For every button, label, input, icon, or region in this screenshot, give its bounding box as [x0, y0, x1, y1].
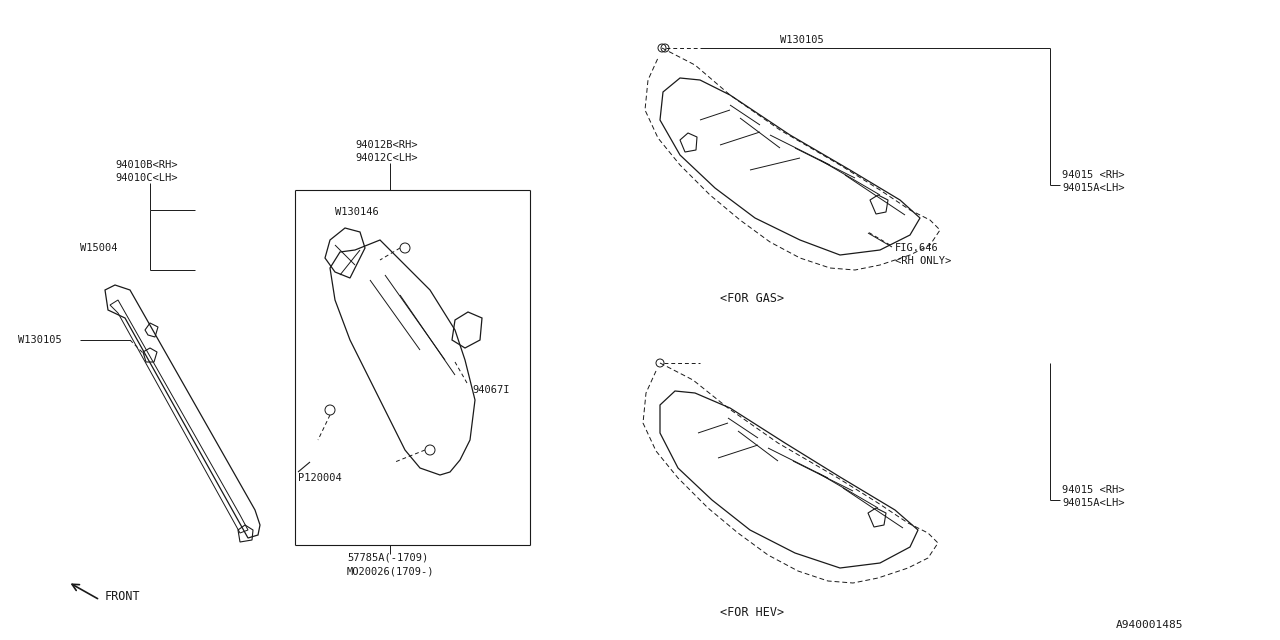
- Text: 57785A(-1709): 57785A(-1709): [347, 553, 429, 563]
- Text: 94067I: 94067I: [472, 385, 509, 395]
- Text: 94015 <RH>: 94015 <RH>: [1062, 170, 1125, 180]
- Text: 94010C<LH>: 94010C<LH>: [115, 173, 178, 183]
- Text: P120004: P120004: [298, 473, 342, 483]
- Text: W15004: W15004: [79, 243, 118, 253]
- Text: 94015A<LH>: 94015A<LH>: [1062, 498, 1125, 508]
- Text: <RH ONLY>: <RH ONLY>: [895, 256, 951, 266]
- Text: <FOR GAS>: <FOR GAS>: [719, 291, 785, 305]
- Text: 94010B<RH>: 94010B<RH>: [115, 160, 178, 170]
- Text: MO20026(1709-): MO20026(1709-): [347, 566, 434, 576]
- Text: W130105: W130105: [18, 335, 61, 345]
- Text: FIG.646: FIG.646: [895, 243, 938, 253]
- Text: A940001485: A940001485: [1116, 620, 1184, 630]
- Text: FRONT: FRONT: [105, 589, 141, 602]
- Text: 94012B<RH>: 94012B<RH>: [355, 140, 417, 150]
- Text: W130105: W130105: [780, 35, 824, 45]
- Text: 94015 <RH>: 94015 <RH>: [1062, 485, 1125, 495]
- Text: <FOR HEV>: <FOR HEV>: [719, 607, 785, 620]
- Text: 94012C<LH>: 94012C<LH>: [355, 153, 417, 163]
- Text: W130146: W130146: [335, 207, 379, 217]
- Text: 94015A<LH>: 94015A<LH>: [1062, 183, 1125, 193]
